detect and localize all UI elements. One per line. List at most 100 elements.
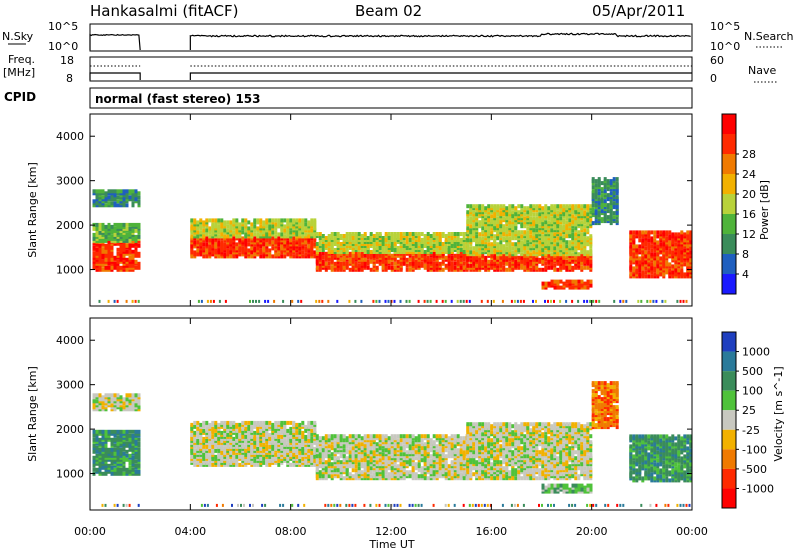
power-cell [674,264,678,269]
velocity-cell [214,448,218,453]
power-cell [217,218,221,223]
power-cell [568,252,572,257]
power-cell [399,232,403,236]
power-cell [295,252,299,257]
power-cell [475,204,479,209]
power-cell [345,232,349,236]
power-cell [125,243,129,248]
power-cell [490,242,494,247]
velocity-cell [315,448,319,453]
power-cell [671,270,675,275]
power-cell [559,299,562,303]
power-cell [456,299,459,303]
power-cell [520,252,524,257]
velocity-cell [125,467,129,472]
power-cell [354,261,358,266]
power-cell [244,232,248,237]
power-cell [369,232,373,236]
power-cell [116,189,120,194]
velocity-cell [253,430,257,435]
power-cell [629,230,633,235]
power-cell [134,234,138,239]
power-cell [435,232,439,236]
velocity-cell [256,436,260,441]
velocity-cell [131,455,135,460]
power-cell [304,232,308,237]
power-cell [206,299,209,303]
power-cell [253,246,257,251]
power-cell [214,248,218,253]
power-cell [253,218,257,223]
power-cell [113,255,117,260]
power-cell [444,238,448,242]
power-cell [466,263,470,268]
power-cell [544,204,548,209]
power-cell [583,299,586,303]
power-cell [271,230,275,235]
power-cell [589,210,593,215]
velocity-cell [307,438,311,443]
power-cell [283,224,287,229]
power-cell [113,222,117,227]
power-cell [544,250,548,255]
power-cell [638,272,642,277]
power-cell [676,299,679,303]
power-cell [553,285,557,290]
power-cell [526,230,530,235]
power-cell [318,232,322,236]
power-cell [408,238,412,242]
power-cell [205,242,209,247]
power-cell [235,242,239,247]
power-cell [208,226,212,231]
velocity-cell [98,405,102,410]
power-cell [336,232,340,236]
power-cell [478,236,482,241]
power-cell [571,265,575,270]
power-cell [475,252,479,257]
power-cell [556,210,560,215]
power-cell [229,220,233,225]
power-cell [318,299,321,303]
power-cell [472,246,476,251]
power-cell [318,236,322,240]
power-cell [481,253,485,258]
power-cell [92,232,96,237]
power-cell [125,226,129,231]
velocity-cell [119,395,123,400]
power-cell [496,242,500,247]
power-cell [128,195,132,200]
freq-panel-frame [89,56,693,82]
power-cell [529,252,533,257]
power-cell [119,265,123,270]
power-cell [466,204,470,209]
power-cell [638,230,642,235]
power-cell [453,265,457,270]
velocity-cell [193,424,197,429]
velocity-cell [271,450,275,455]
velocity-cell [268,444,272,449]
power-cell [532,250,536,255]
power-cell [223,228,227,233]
velocity-cell [211,426,215,431]
power-cell [384,232,388,236]
power-cell [583,232,587,237]
velocity-cell [110,397,114,402]
power-cell [405,236,409,240]
velocity-cell [310,432,314,437]
power-cell [435,299,438,303]
power-cell [244,238,248,243]
power-cell [390,244,394,248]
power-cell [327,265,331,270]
power-cell [324,251,328,256]
power-cell [689,250,693,255]
velocity-cell [125,449,129,454]
power-cell [438,232,442,236]
velocity-cell [277,462,281,467]
velocity-cell [110,429,114,434]
power-cell [98,189,102,194]
power-cell [405,232,409,236]
power-cell [265,242,269,247]
power-ytick-label: 1000 [56,264,84,277]
power-cell [202,246,206,251]
power-cell [333,261,337,266]
